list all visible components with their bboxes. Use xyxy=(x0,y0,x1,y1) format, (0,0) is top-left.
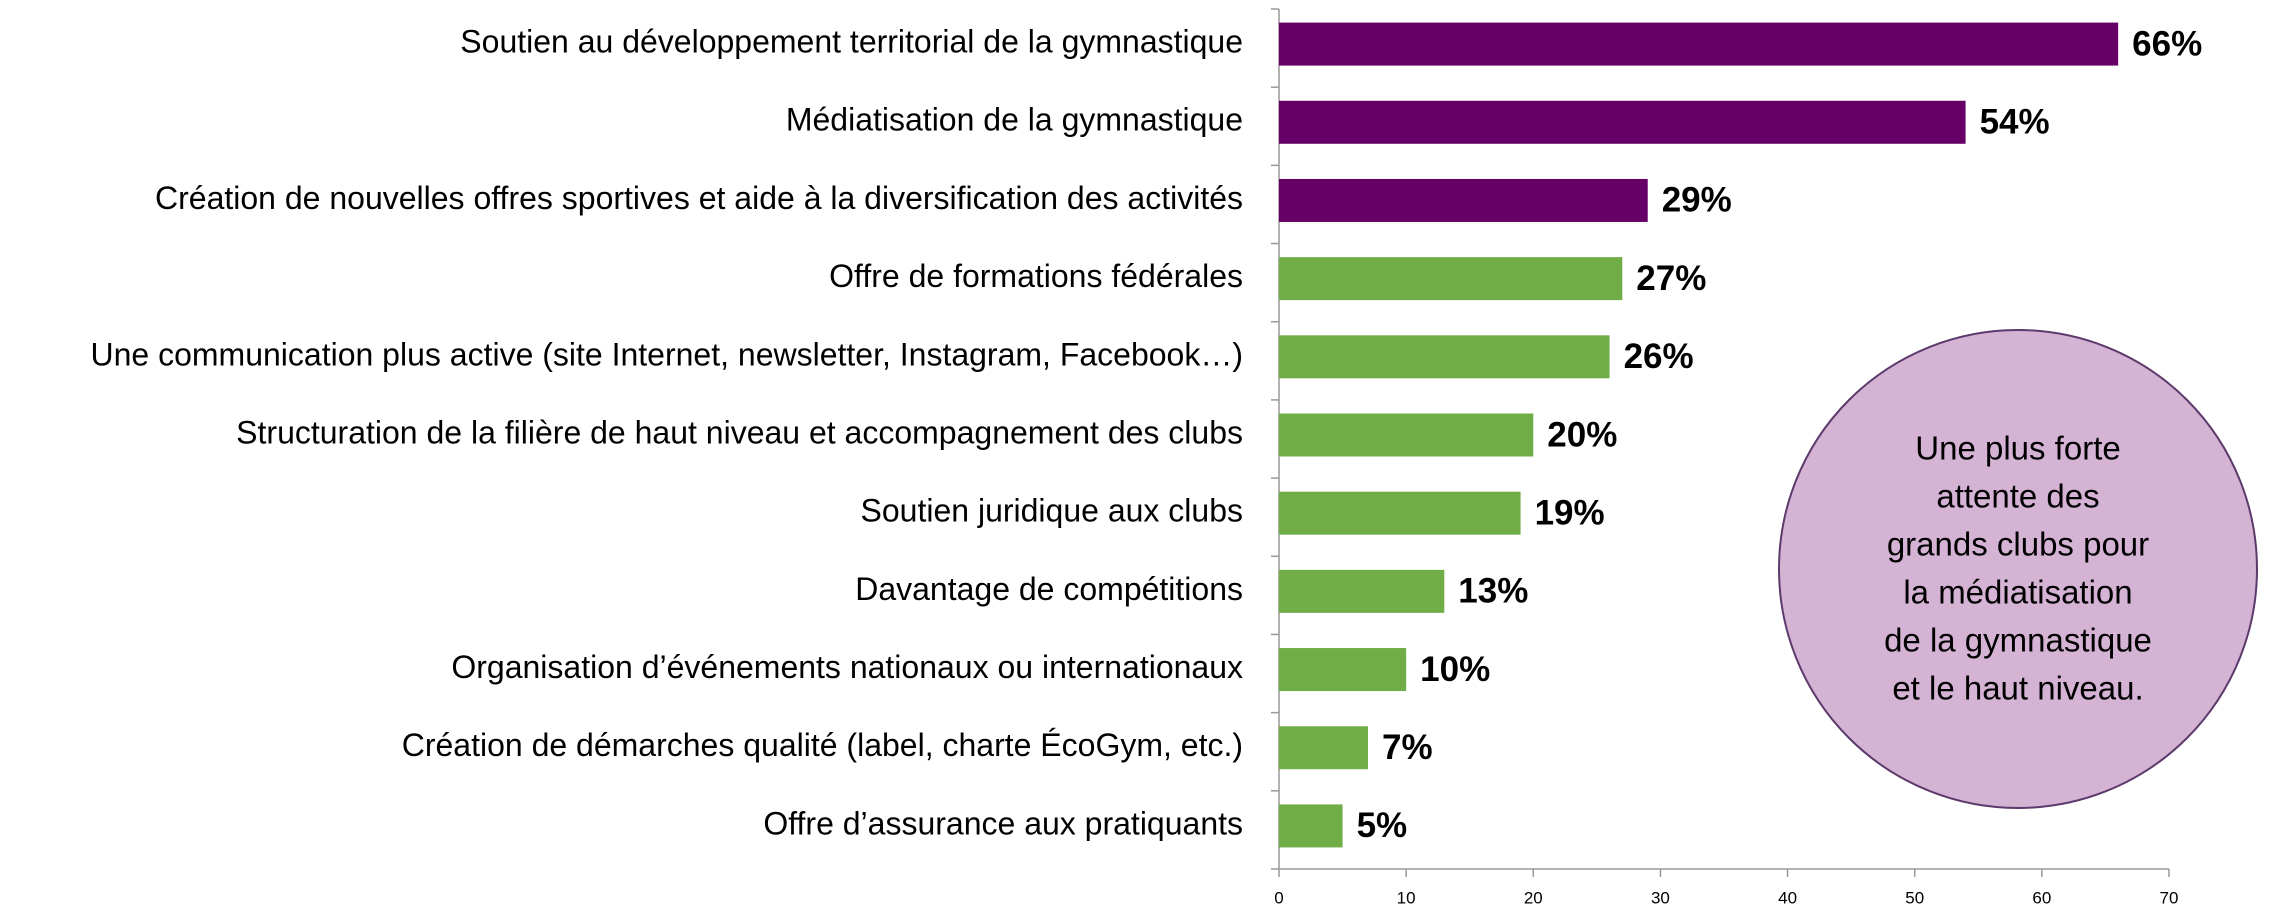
bar xyxy=(1279,491,1521,535)
category-label: Davantage de compétitions xyxy=(855,571,1243,607)
data-label: 19% xyxy=(1535,493,1605,532)
annotation-text: de la gymnastique xyxy=(1884,622,2152,659)
category-label: Soutien au développement territorial de … xyxy=(460,24,1243,60)
category-label: Soutien juridique aux clubs xyxy=(861,493,1243,529)
category-label: Une communication plus active (site Inte… xyxy=(90,336,1243,372)
data-label: 10% xyxy=(1420,650,1490,689)
bar xyxy=(1279,726,1368,770)
data-label: 26% xyxy=(1624,337,1694,376)
data-label: 66% xyxy=(2132,24,2202,63)
x-tick-label: 30 xyxy=(1651,888,1670,907)
bar xyxy=(1279,413,1534,457)
data-label: 13% xyxy=(1458,572,1528,611)
x-tick-label: 20 xyxy=(1524,888,1543,907)
category-label: Création de nouvelles offres sportives e… xyxy=(155,180,1243,216)
bar xyxy=(1279,335,1610,379)
annotation-text: la médiatisation xyxy=(1903,574,2132,611)
x-tick-label: 10 xyxy=(1397,888,1416,907)
bar xyxy=(1279,178,1648,222)
bar xyxy=(1279,804,1343,848)
bar xyxy=(1279,100,1966,144)
x-tick-label: 60 xyxy=(2032,888,2051,907)
data-label: 27% xyxy=(1636,259,1706,298)
annotation-text: et le haut niveau. xyxy=(1892,670,2143,707)
category-label: Structuration de la filière de haut nive… xyxy=(236,414,1243,450)
bar xyxy=(1279,569,1445,613)
bar xyxy=(1279,648,1407,692)
bar xyxy=(1279,22,2119,66)
annotation-text: attente des xyxy=(1936,478,2099,515)
data-label: 29% xyxy=(1662,181,1732,220)
annotation-text: Une plus forte xyxy=(1915,430,2120,467)
x-tick-label: 70 xyxy=(2160,888,2179,907)
category-label: Médiatisation de la gymnastique xyxy=(786,102,1243,138)
annotation-text: grands clubs pour xyxy=(1887,526,2149,563)
x-tick-label: 50 xyxy=(1905,888,1924,907)
bar xyxy=(1279,257,1623,301)
data-label: 5% xyxy=(1357,806,1408,845)
category-label: Organisation d’événements nationaux ou i… xyxy=(451,649,1243,685)
category-label: Offre d’assurance aux pratiquants xyxy=(763,805,1243,841)
data-label: 7% xyxy=(1382,728,1433,767)
category-label: Offre de formations fédérales xyxy=(829,258,1243,294)
annotation-circle xyxy=(1778,329,2258,809)
data-label: 54% xyxy=(1980,103,2050,142)
category-label: Création de démarches qualité (label, ch… xyxy=(402,727,1243,763)
x-tick-label: 0 xyxy=(1274,888,1283,907)
data-label: 20% xyxy=(1547,415,1617,454)
x-tick-label: 40 xyxy=(1778,888,1797,907)
